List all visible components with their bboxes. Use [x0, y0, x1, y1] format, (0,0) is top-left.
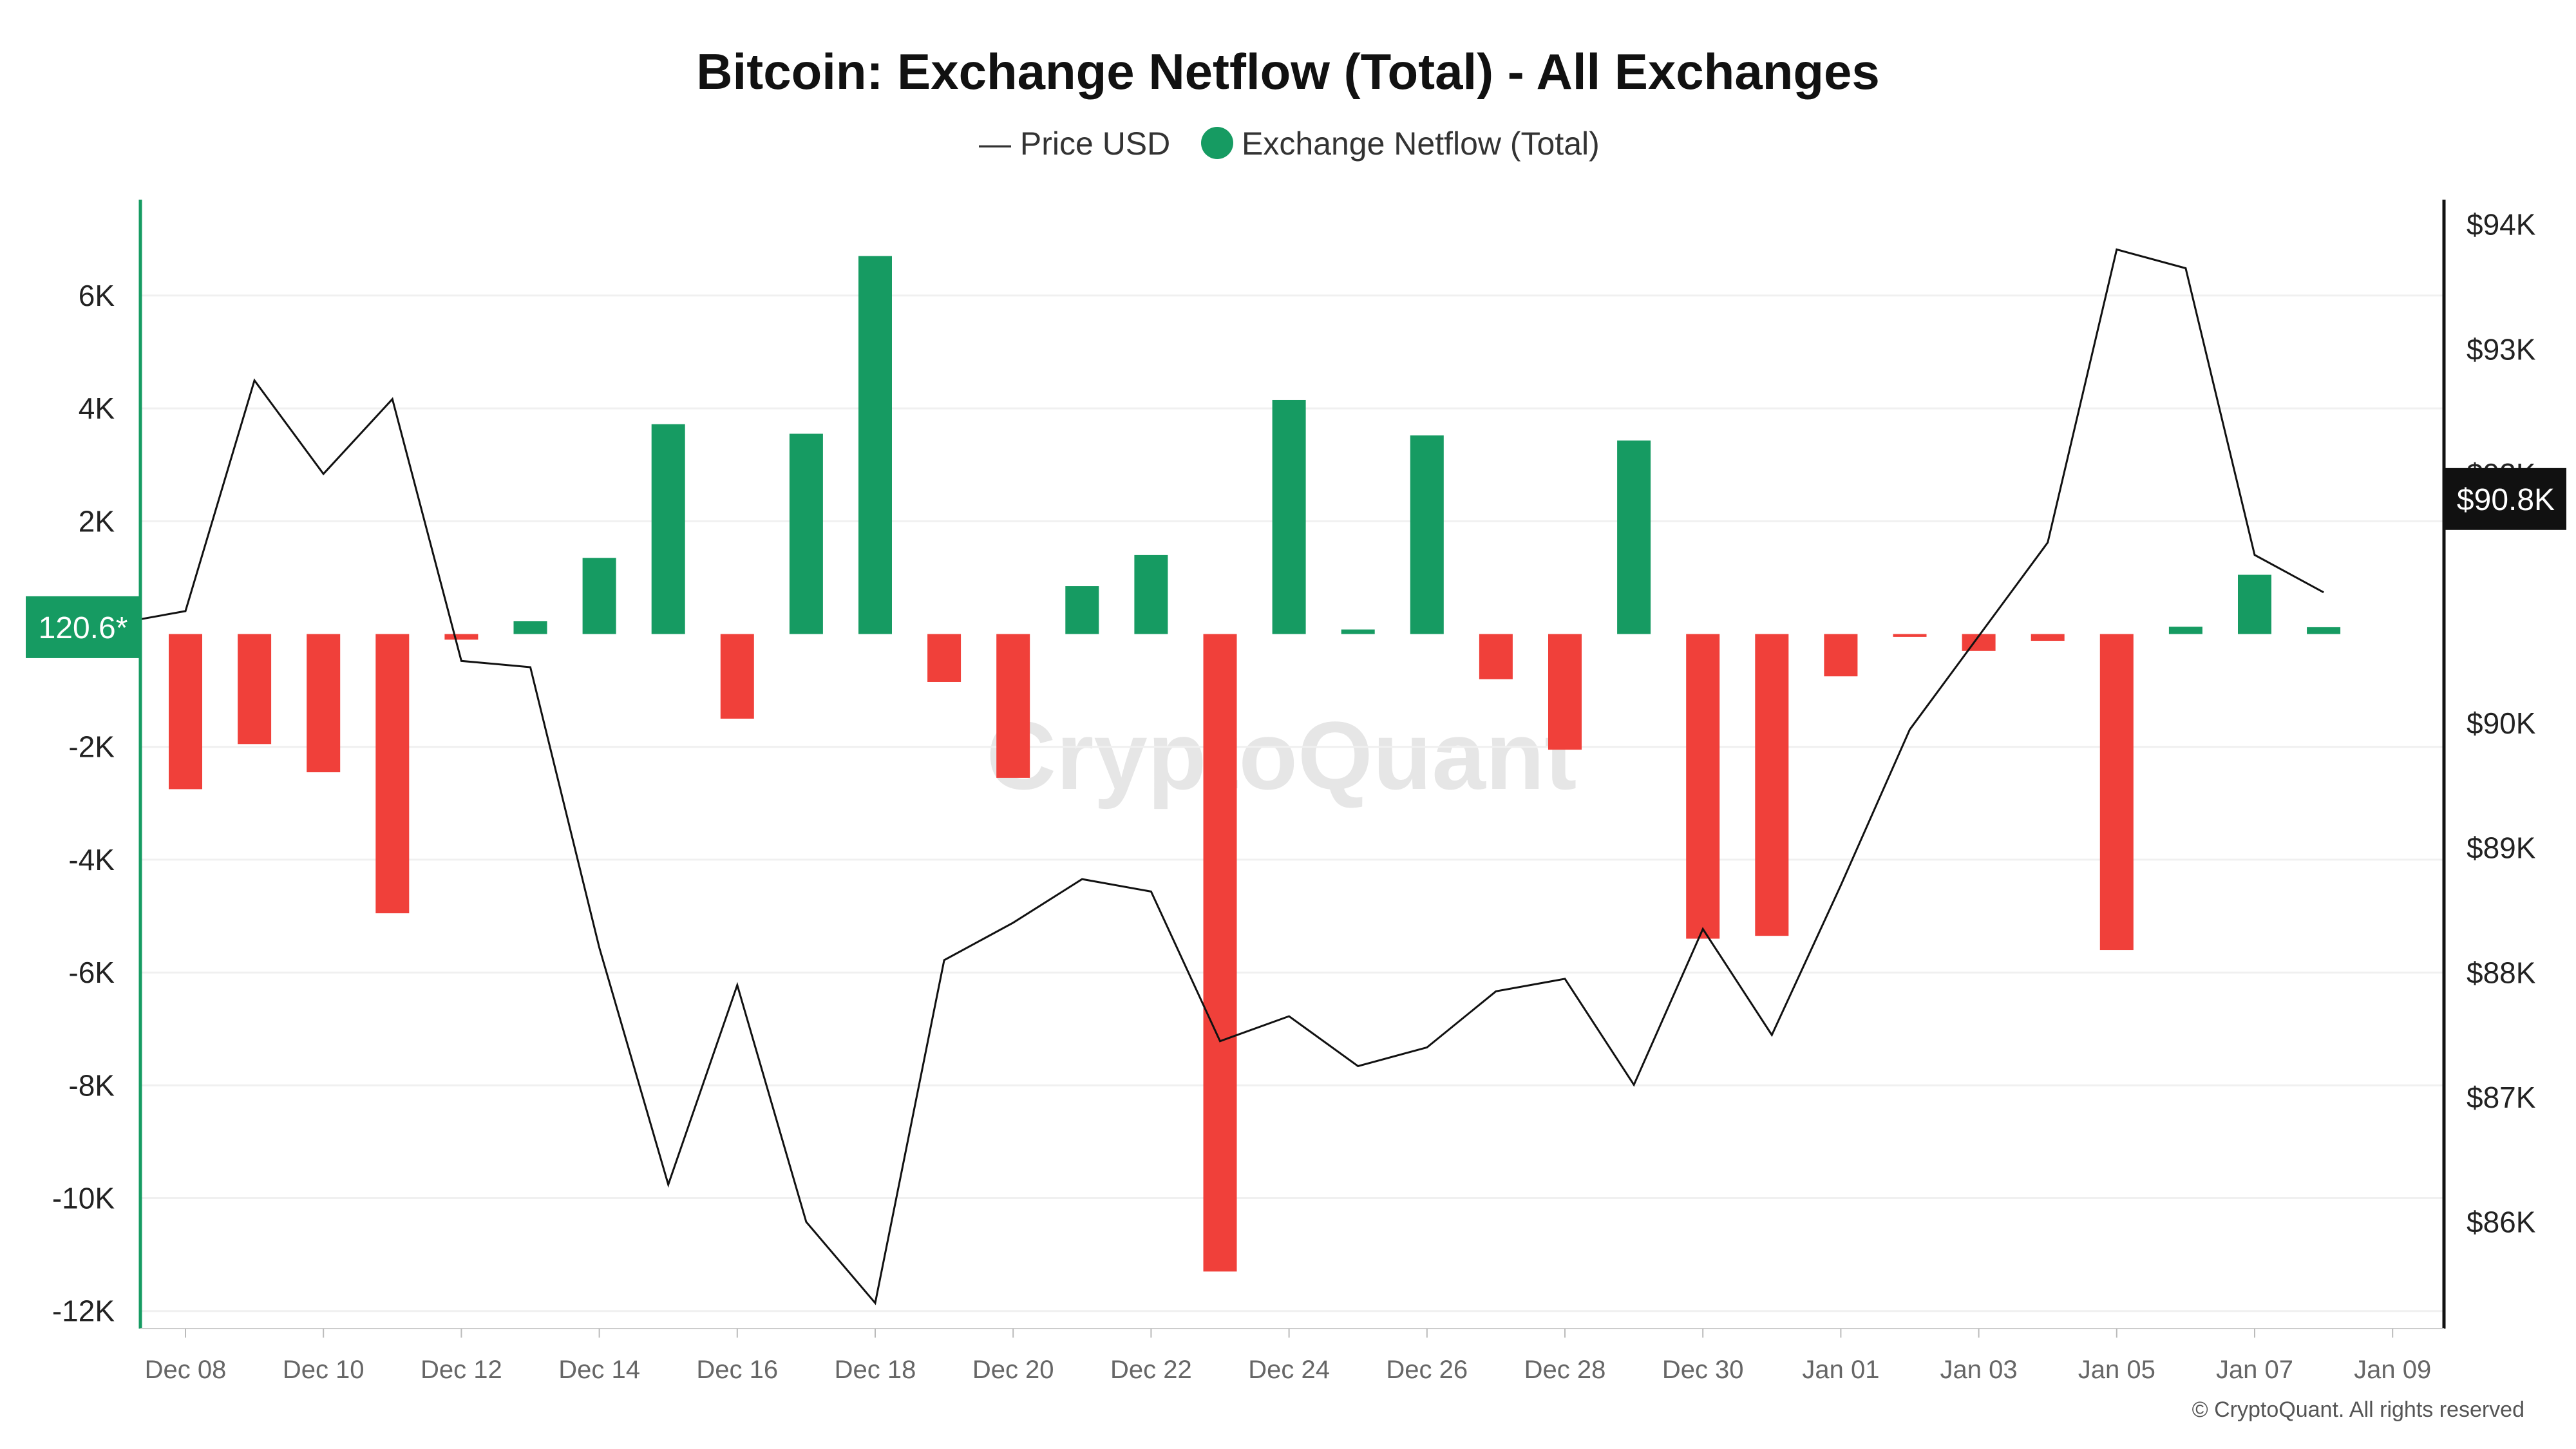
netflow-bar — [1686, 634, 1720, 939]
netflow-bar — [513, 621, 547, 634]
x-tick-label: Jan 05 — [2078, 1356, 2155, 1384]
netflow-bar — [1755, 634, 1789, 936]
netflow-bar — [1617, 440, 1651, 634]
left-tick-label: -12K — [52, 1294, 115, 1328]
legend[interactable]: — Price USD Exchange Netflow (Total) — [979, 126, 1600, 162]
x-tick-label: Dec 24 — [1248, 1356, 1330, 1384]
x-tick-label: Dec 28 — [1524, 1356, 1606, 1384]
left-tick-label: -8K — [68, 1068, 115, 1102]
netflow-current-value: 120.6* — [39, 611, 128, 645]
netflow-bar — [1548, 634, 1582, 750]
netflow-bar — [2031, 634, 2065, 641]
netflow-bar — [307, 634, 341, 773]
netflow-bar — [1065, 586, 1099, 634]
netflow-bar — [1893, 634, 1927, 637]
netflow-bar — [1341, 629, 1375, 634]
price-line — [116, 248, 2324, 1305]
right-tick-label: $87K — [2467, 1081, 2536, 1114]
x-tick-label: Dec 20 — [972, 1356, 1054, 1384]
x-tick-label: Jan 09 — [2354, 1356, 2431, 1384]
x-tick-label: Dec 08 — [145, 1356, 227, 1384]
netflow-bar — [651, 424, 685, 634]
axes: 6K4K2K-2K-4K-6K-8K-10K-12K$94K$93K$92K$9… — [26, 200, 2566, 1384]
netflow-bar — [582, 558, 616, 634]
netflow-bar — [2238, 574, 2271, 634]
netflow-bar — [858, 256, 892, 634]
chart-title: Bitcoin: Exchange Netflow (Total) - All … — [696, 43, 1880, 100]
netflow-bar — [927, 634, 961, 682]
x-tick-label: Jan 07 — [2216, 1356, 2293, 1384]
x-tick-label: Dec 16 — [696, 1356, 778, 1384]
right-tick-label: $94K — [2467, 208, 2536, 242]
netflow-bar — [1824, 634, 1858, 677]
copyright-text: © CryptoQuant. All rights reserved — [2192, 1397, 2524, 1422]
x-tick-label: Dec 18 — [835, 1356, 916, 1384]
netflow-bar — [2307, 627, 2341, 634]
left-tick-label: 4K — [79, 392, 115, 425]
netflow-bar — [1479, 634, 1513, 679]
netflow-bars — [169, 256, 2341, 1272]
netflow-bar — [1410, 435, 1444, 634]
right-tick-label: $86K — [2467, 1205, 2536, 1238]
netflow-bar — [444, 634, 478, 640]
legend-netflow-label[interactable]: Exchange Netflow (Total) — [1242, 126, 1600, 162]
netflow-bar — [1134, 554, 1168, 634]
right-tick-label: $89K — [2467, 831, 2536, 865]
netflow-bar — [1272, 399, 1306, 634]
price-current-value: $90.8K — [2457, 483, 2555, 517]
right-tick-label: $93K — [2467, 332, 2536, 366]
x-tick-label: Jan 01 — [1802, 1356, 1879, 1384]
price-current-tag — [2445, 468, 2566, 530]
right-tick-label: $90K — [2467, 706, 2536, 740]
netflow-bar — [2168, 627, 2202, 634]
left-tick-label: -6K — [68, 956, 115, 989]
watermark-text: CryptoQuant — [987, 701, 1577, 810]
x-tick-label: Dec 12 — [421, 1356, 502, 1384]
netflow-bar — [2099, 634, 2134, 951]
left-tick-label: 2K — [79, 504, 115, 538]
netflow-bar — [720, 634, 754, 719]
netflow-bar — [375, 634, 410, 914]
netflow-bar — [996, 634, 1030, 778]
legend-price-label[interactable]: — Price USD — [979, 126, 1170, 162]
x-tick-label: Dec 22 — [1110, 1356, 1192, 1384]
netflow-bar — [238, 634, 272, 744]
price-line-group — [116, 248, 2324, 1305]
netflow-bar — [169, 634, 202, 790]
x-tick-label: Jan 03 — [1940, 1356, 2018, 1384]
left-tick-label: 6K — [79, 279, 115, 312]
netflow-bar — [1203, 634, 1237, 1272]
right-tick-label: $88K — [2467, 956, 2536, 989]
left-tick-label: -4K — [68, 843, 115, 876]
netflow-bar — [789, 433, 823, 634]
x-tick-label: Dec 10 — [283, 1356, 365, 1384]
legend-netflow-dot — [1201, 127, 1233, 159]
x-tick-label: Dec 14 — [558, 1356, 640, 1384]
x-tick-label: Dec 26 — [1386, 1356, 1468, 1384]
x-tick-label: Dec 30 — [1662, 1356, 1744, 1384]
netflow-current-tag — [26, 596, 140, 658]
left-tick-label: -2K — [68, 730, 115, 764]
left-tick-label: -10K — [52, 1182, 115, 1215]
